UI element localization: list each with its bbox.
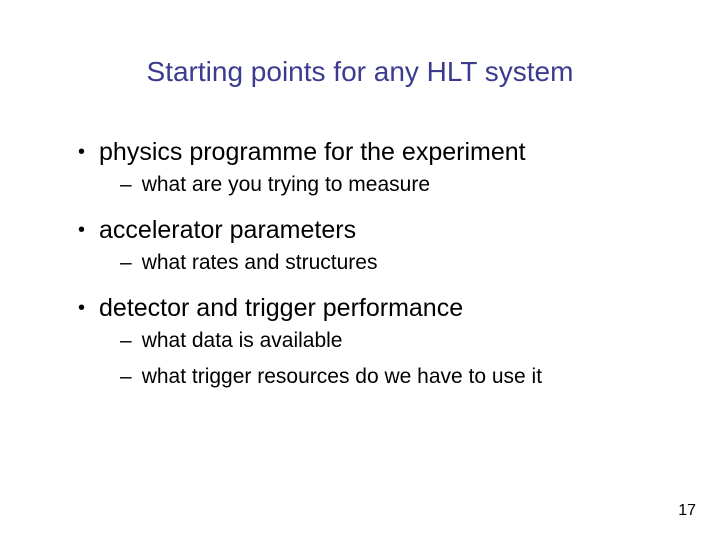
sub-bullet-text: what trigger resources do we have to use… [142, 364, 542, 390]
slide-content: • physics programme for the experiment –… [78, 130, 660, 406]
bullet-item: • accelerator parameters [78, 214, 660, 246]
slide-title: Starting points for any HLT system [0, 56, 720, 88]
page-number: 17 [678, 502, 696, 520]
sub-bullet-item: – what are you trying to measure [120, 172, 660, 198]
bullet-marker: • [78, 136, 85, 168]
sub-bullet-marker: – [120, 250, 132, 276]
bullet-item: • detector and trigger performance [78, 292, 660, 324]
sub-bullet-marker: – [120, 328, 132, 354]
sub-bullet-item: – what trigger resources do we have to u… [120, 364, 660, 390]
sub-bullet-text: what data is available [142, 328, 343, 354]
bullet-text: physics programme for the experiment [99, 136, 526, 168]
sub-bullet-text: what are you trying to measure [142, 172, 430, 198]
bullet-marker: • [78, 214, 85, 246]
bullet-text: accelerator parameters [99, 214, 356, 246]
bullet-text: detector and trigger performance [99, 292, 463, 324]
bullet-item: • physics programme for the experiment [78, 136, 660, 168]
sub-bullet-marker: – [120, 172, 132, 198]
sub-bullet-text: what rates and structures [142, 250, 378, 276]
sub-bullet-marker: – [120, 364, 132, 390]
slide: Starting points for any HLT system • phy… [0, 0, 720, 540]
sub-bullet-item: – what data is available [120, 328, 660, 354]
bullet-marker: • [78, 292, 85, 324]
sub-bullet-item: – what rates and structures [120, 250, 660, 276]
